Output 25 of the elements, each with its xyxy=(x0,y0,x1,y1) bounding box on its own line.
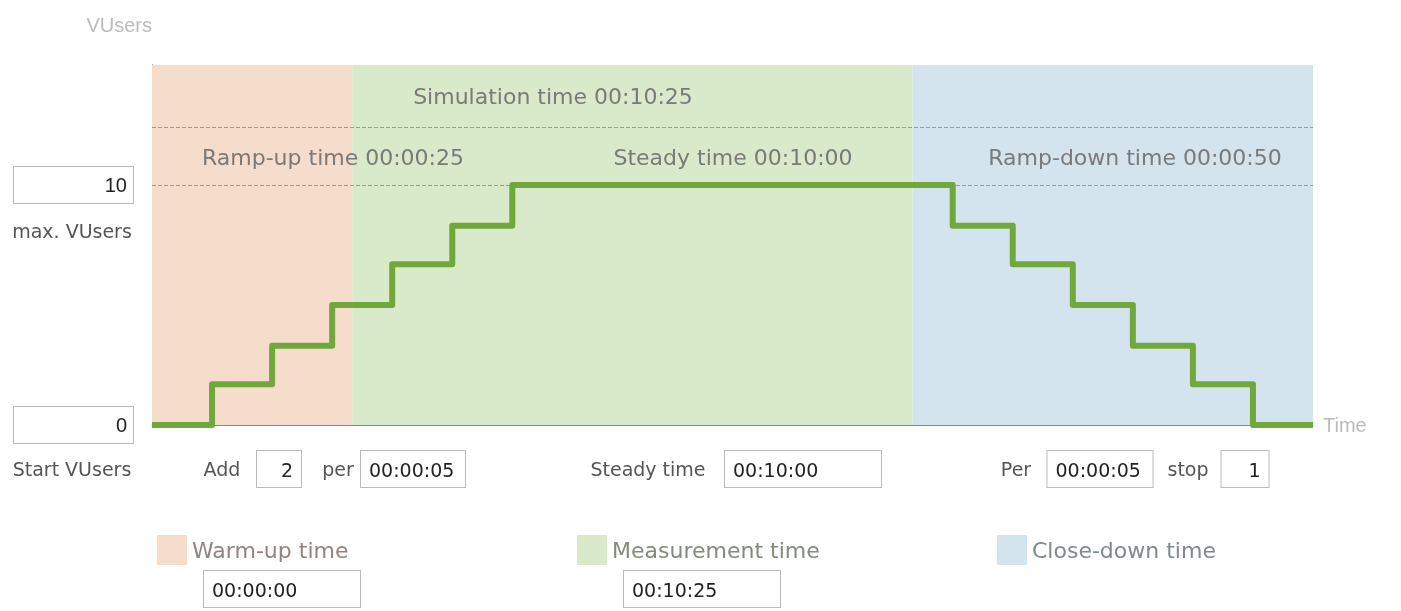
text: stop xyxy=(1167,458,1209,480)
legend-label: Warm-up time xyxy=(192,537,349,563)
text: per xyxy=(322,458,354,480)
text-field: 00:10:25 xyxy=(623,570,781,608)
annotation: Ramp-up time 00:00:25 xyxy=(201,144,465,170)
legend-label: Measurement time xyxy=(612,537,820,563)
text: Start VUsers xyxy=(12,458,132,480)
text-field: 00:00:05 xyxy=(360,450,466,488)
text-field: 00:00:00 xyxy=(203,570,361,608)
x-axis-title: Time xyxy=(1323,414,1367,436)
text: max. VUsers xyxy=(12,220,132,242)
text: Add xyxy=(203,458,241,480)
text-field: 2 xyxy=(256,450,302,488)
text-field: 1 xyxy=(1220,450,1270,488)
text-field: 00:10:00 xyxy=(724,450,882,488)
legend-label: Close-down time xyxy=(1032,537,1216,563)
text-field: 00:00:05 xyxy=(1046,450,1154,488)
y-tick-label: 10 xyxy=(104,174,127,196)
text: Steady time xyxy=(590,458,706,480)
y-tick-label: 0 xyxy=(115,414,127,436)
annotation: Simulation time 00:10:25 xyxy=(413,83,693,109)
annotation: Ramp-down time 00:00:50 xyxy=(988,144,1282,170)
annotation: Steady time 00:10:00 xyxy=(613,144,853,170)
text: Per xyxy=(1000,458,1032,480)
y-axis-title: VUsers xyxy=(86,14,152,36)
